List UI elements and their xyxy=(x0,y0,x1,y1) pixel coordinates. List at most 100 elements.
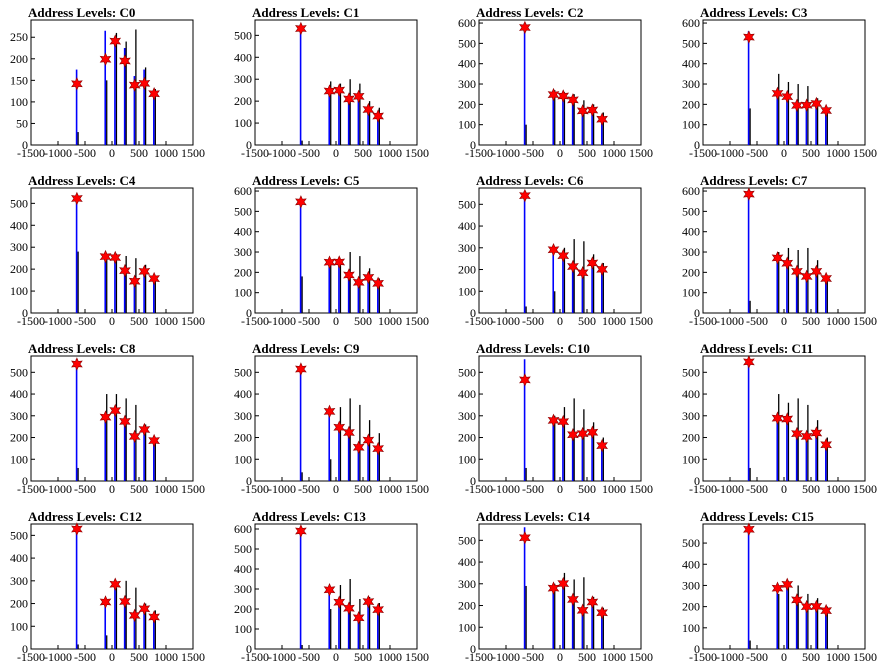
peak-star-marker xyxy=(295,195,307,209)
chart-panel: Address Levels: C40100200300400500-1500-… xyxy=(10,173,205,328)
plot-frame xyxy=(254,355,418,482)
chart-panel: Address Levels: C3 0 100 200 300 400 500 600 -15… xyxy=(682,5,877,160)
peak-star-marker xyxy=(771,86,784,101)
peak-star-marker xyxy=(519,530,531,545)
peak-star-marker xyxy=(576,426,589,441)
chart-title: Address Levels: C1 xyxy=(252,5,359,20)
peak-star-marker xyxy=(99,410,112,424)
peak-star-marker xyxy=(128,608,141,623)
chart-title: Address Levels: C15 xyxy=(700,509,814,524)
peak-star-marker xyxy=(800,599,813,614)
y-tick-label: 600 xyxy=(234,522,252,536)
y-tick-label: 300 xyxy=(10,409,28,423)
x-tick-label: -1500 xyxy=(241,146,269,160)
x-tick-label: -500 xyxy=(298,482,320,496)
peak-star-marker xyxy=(557,248,570,263)
x-tick-label: -1000 xyxy=(268,146,296,160)
peak-star-marker xyxy=(557,576,570,591)
y-tick-label: 300 xyxy=(234,582,252,596)
peak-star-marker xyxy=(323,84,336,98)
y-tick-label: 200 xyxy=(234,602,252,616)
x-tick-label: -1500 xyxy=(241,650,269,664)
plot-frame xyxy=(254,187,418,314)
x-tick-label: -1000 xyxy=(268,314,296,328)
peak-star-marker xyxy=(743,355,755,369)
peak-star-marker xyxy=(323,583,336,597)
x-tick-label: -500 xyxy=(522,314,544,328)
y-tick-label: 300 xyxy=(10,574,28,588)
y-tick-label: 0 xyxy=(470,474,476,488)
y-tick-label: 200 xyxy=(10,262,28,276)
peak-star-marker xyxy=(352,611,365,625)
plot-frame xyxy=(478,19,642,146)
peak-star-marker xyxy=(820,603,832,618)
y-tick-label: 600 xyxy=(458,16,476,30)
x-tick-label: -1000 xyxy=(716,314,744,328)
y-tick-label: 500 xyxy=(682,204,700,218)
plot-frame xyxy=(30,187,194,314)
y-tick-label: 0 xyxy=(470,642,476,656)
peak-star-marker xyxy=(71,522,83,536)
y-tick-label: 0 xyxy=(246,474,252,488)
y-tick-label: 200 xyxy=(234,94,252,108)
chart-title: Address Levels: C11 xyxy=(700,341,813,356)
y-tick-label: 100 xyxy=(234,452,252,466)
x-tick-label: 1000 xyxy=(154,482,178,496)
peak-star-marker xyxy=(333,255,346,269)
peak-star-marker xyxy=(791,98,803,113)
y-tick-label: 100 xyxy=(234,116,252,130)
x-tick-label: 1500 xyxy=(181,482,205,496)
peak-star-marker xyxy=(800,429,813,444)
y-tick-label: 400 xyxy=(458,387,476,401)
x-tick-label: -1500 xyxy=(689,314,717,328)
x-tick-label: 500 xyxy=(578,146,596,160)
x-tick-label: 500 xyxy=(578,482,596,496)
x-tick-label: 500 xyxy=(130,650,148,664)
chart-panel: Address Levels: C60100200300400500-1500-… xyxy=(458,173,653,328)
y-tick-label: 200 xyxy=(234,265,252,279)
peak-star-marker xyxy=(109,34,122,48)
peak-star-marker xyxy=(576,104,589,118)
peak-star-marker xyxy=(295,21,307,36)
peak-star-marker xyxy=(771,251,784,265)
x-tick-label: 500 xyxy=(578,650,596,664)
x-tick-label: -1000 xyxy=(268,482,296,496)
y-tick-label: 500 xyxy=(10,196,28,210)
x-tick-label: -500 xyxy=(74,314,96,328)
y-tick-label: 200 xyxy=(682,265,700,279)
x-tick-label: 1500 xyxy=(405,314,429,328)
x-tick-label: 500 xyxy=(802,650,820,664)
peak-star-marker xyxy=(128,78,141,92)
peak-star-marker xyxy=(138,264,151,279)
x-tick-label: 0 xyxy=(333,482,339,496)
x-tick-label: 1000 xyxy=(378,650,402,664)
chart-title: Address Levels: C0 xyxy=(28,5,135,20)
peak-star-marker xyxy=(596,605,608,620)
peak-star-marker xyxy=(323,404,336,419)
x-tick-label: 1000 xyxy=(378,314,402,328)
y-tick-label: 0 xyxy=(22,642,28,656)
peak-star-marker xyxy=(323,255,336,269)
peak-star-marker xyxy=(119,414,131,429)
chart-title: Address Levels: C3 xyxy=(700,5,808,20)
x-tick-label: -1000 xyxy=(268,650,296,664)
peak-star-marker xyxy=(810,426,823,440)
x-tick-label: -500 xyxy=(298,146,320,160)
y-tick-label: 0 xyxy=(246,306,252,320)
x-tick-label: -500 xyxy=(746,314,768,328)
chart-panel: Address Levels: C15 0 100 200 300 400 500 -1500… xyxy=(682,509,877,664)
peak-star-marker xyxy=(743,187,755,201)
peak-star-marker xyxy=(519,373,531,387)
chart-title: Address Levels: C9 xyxy=(252,341,360,356)
peak-star-marker xyxy=(800,98,813,112)
chart-panel: Address Levels: C11 0 100 200 300 400 500 -1500… xyxy=(682,341,877,496)
y-tick-label: 400 xyxy=(234,387,252,401)
x-tick-label: -1500 xyxy=(17,482,45,496)
peak-star-marker xyxy=(99,595,112,609)
x-tick-label: 500 xyxy=(354,482,372,496)
y-tick-label: 400 xyxy=(682,225,700,239)
x-tick-label: 1000 xyxy=(602,650,626,664)
x-tick-label: 0 xyxy=(781,146,787,160)
y-tick-label: 200 xyxy=(10,597,28,611)
chart-title: Address Levels: C8 xyxy=(28,341,136,356)
